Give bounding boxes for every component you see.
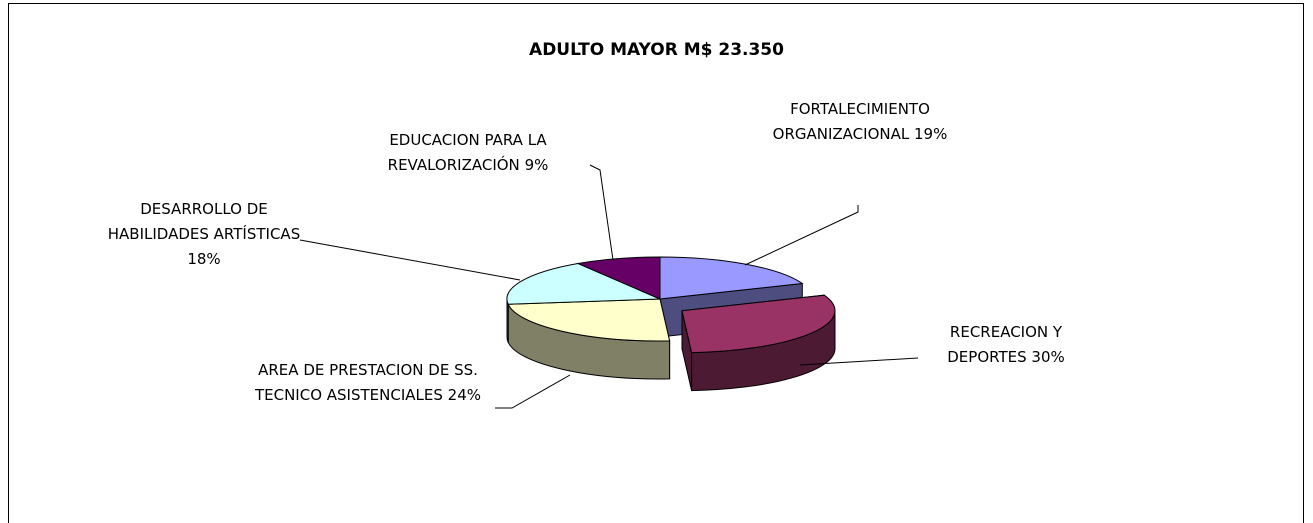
- value-label: 19%: [914, 125, 948, 143]
- slice-side: [506, 298, 509, 343]
- category-label: DESARROLLO DE HABILIDADES ARTÍSTICAS: [107, 200, 301, 243]
- value-label: 18%: [187, 250, 221, 268]
- data-label: RECREACION Y DEPORTES 30%: [916, 320, 1096, 370]
- category-label: FORTALECIMIENTO ORGANIZACIONAL: [772, 100, 930, 143]
- data-label: FORTALECIMIENTO ORGANIZACIONAL 19%: [745, 97, 975, 147]
- leader-line: [299, 239, 521, 281]
- chart-title: ADULTO MAYOR M$ 23.350: [529, 40, 784, 60]
- slice: [681, 294, 836, 354]
- leader-line: [744, 205, 859, 266]
- value-label: 30%: [1031, 348, 1065, 366]
- chart-frame: [8, 3, 1304, 523]
- leader-line: [495, 374, 571, 409]
- data-label: DESARROLLO DE HABILIDADES ARTÍSTICAS 18%: [94, 197, 314, 272]
- category-label: EDUCACION PARA LA REVALORIZACIÓN: [387, 131, 547, 174]
- category-label: RECREACION Y DEPORTES: [947, 323, 1063, 366]
- category-label: AREA DE PRESTACION DE SS. TECNICO ASISTE…: [254, 361, 478, 404]
- leader-line: [799, 357, 919, 366]
- data-label: AREA DE PRESTACION DE SS. TECNICO ASISTE…: [238, 358, 498, 408]
- value-label: 9%: [524, 156, 549, 174]
- leader-line: [589, 164, 614, 261]
- slice: [506, 262, 661, 305]
- slice: [576, 256, 661, 300]
- slice: [507, 298, 671, 342]
- value-label: 24%: [447, 386, 482, 404]
- data-label: EDUCACION PARA LA REVALORIZACIÓN 9%: [328, 128, 608, 178]
